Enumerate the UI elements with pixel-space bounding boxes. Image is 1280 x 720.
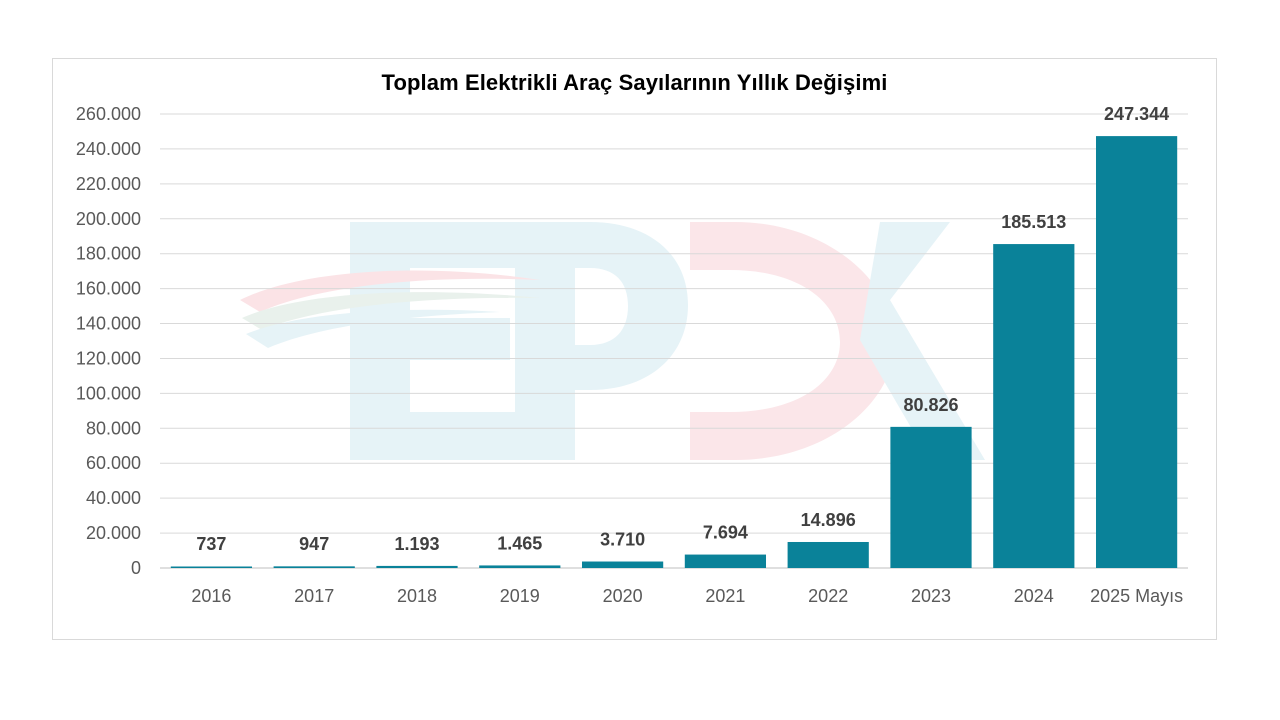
data-label: 185.513 — [1001, 212, 1066, 232]
epdk-watermark-logo — [240, 222, 985, 460]
data-label: 80.826 — [903, 395, 958, 415]
data-label: 3.710 — [600, 530, 645, 550]
y-tick-label: 60.000 — [86, 453, 141, 473]
y-tick-label: 260.000 — [76, 104, 141, 124]
bars — [170, 136, 1178, 569]
y-tick-label: 80.000 — [86, 418, 141, 438]
x-tick-label: 2020 — [603, 586, 643, 606]
data-label: 947 — [299, 534, 329, 554]
y-tick-label: 200.000 — [76, 209, 141, 229]
data-labels: 737 947 1.193 1.465 3.710 7.694 14.896 80.826 18… — [196, 104, 1169, 554]
bar — [1095, 136, 1178, 569]
y-tick-label: 40.000 — [86, 488, 141, 508]
y-tick-label: 100.000 — [76, 383, 141, 403]
x-tick-label: 2016 — [191, 586, 231, 606]
y-tick-label: 180.000 — [76, 244, 141, 264]
x-tick-label: 2017 — [294, 586, 334, 606]
x-tick-label: 2018 — [397, 586, 437, 606]
bar — [273, 566, 355, 568]
bar — [684, 554, 767, 568]
data-label: 14.896 — [801, 510, 856, 530]
x-tick-label: 2019 — [500, 586, 540, 606]
y-tick-label: 240.000 — [76, 139, 141, 159]
bar — [581, 561, 664, 568]
data-label: 247.344 — [1104, 104, 1169, 124]
y-tick-label: 20.000 — [86, 523, 141, 543]
y-tick-label: 120.000 — [76, 348, 141, 368]
y-tick-label: 140.000 — [76, 314, 141, 334]
chart-title: Toplam Elektrikli Araç Sayılarının Yıllı… — [381, 70, 888, 95]
bar — [479, 565, 561, 568]
bar — [787, 541, 869, 568]
x-tick-label: 2021 — [705, 586, 745, 606]
y-tick-label: 0 — [131, 558, 141, 578]
y-axis: 0 20.000 40.000 60.000 80.000 100.000 120.000 1… — [76, 104, 141, 578]
data-label: 1.465 — [497, 533, 542, 553]
bar — [376, 565, 458, 568]
bar — [170, 566, 253, 568]
bar — [993, 244, 1075, 568]
x-tick-label: 2023 — [911, 586, 951, 606]
x-tick-label: 2025 Mayıs — [1090, 586, 1183, 606]
x-axis: 2016 2017 2018 2019 2020 2021 2022 2023 2024 2025… — [191, 586, 1183, 606]
y-tick-label: 220.000 — [76, 174, 141, 194]
bar — [890, 426, 972, 568]
data-label: 1.193 — [394, 534, 439, 554]
x-tick-label: 2022 — [808, 586, 848, 606]
data-label: 737 — [196, 534, 226, 554]
y-tick-label: 160.000 — [76, 279, 141, 299]
x-tick-label: 2024 — [1014, 586, 1054, 606]
data-label: 7.694 — [703, 523, 748, 543]
